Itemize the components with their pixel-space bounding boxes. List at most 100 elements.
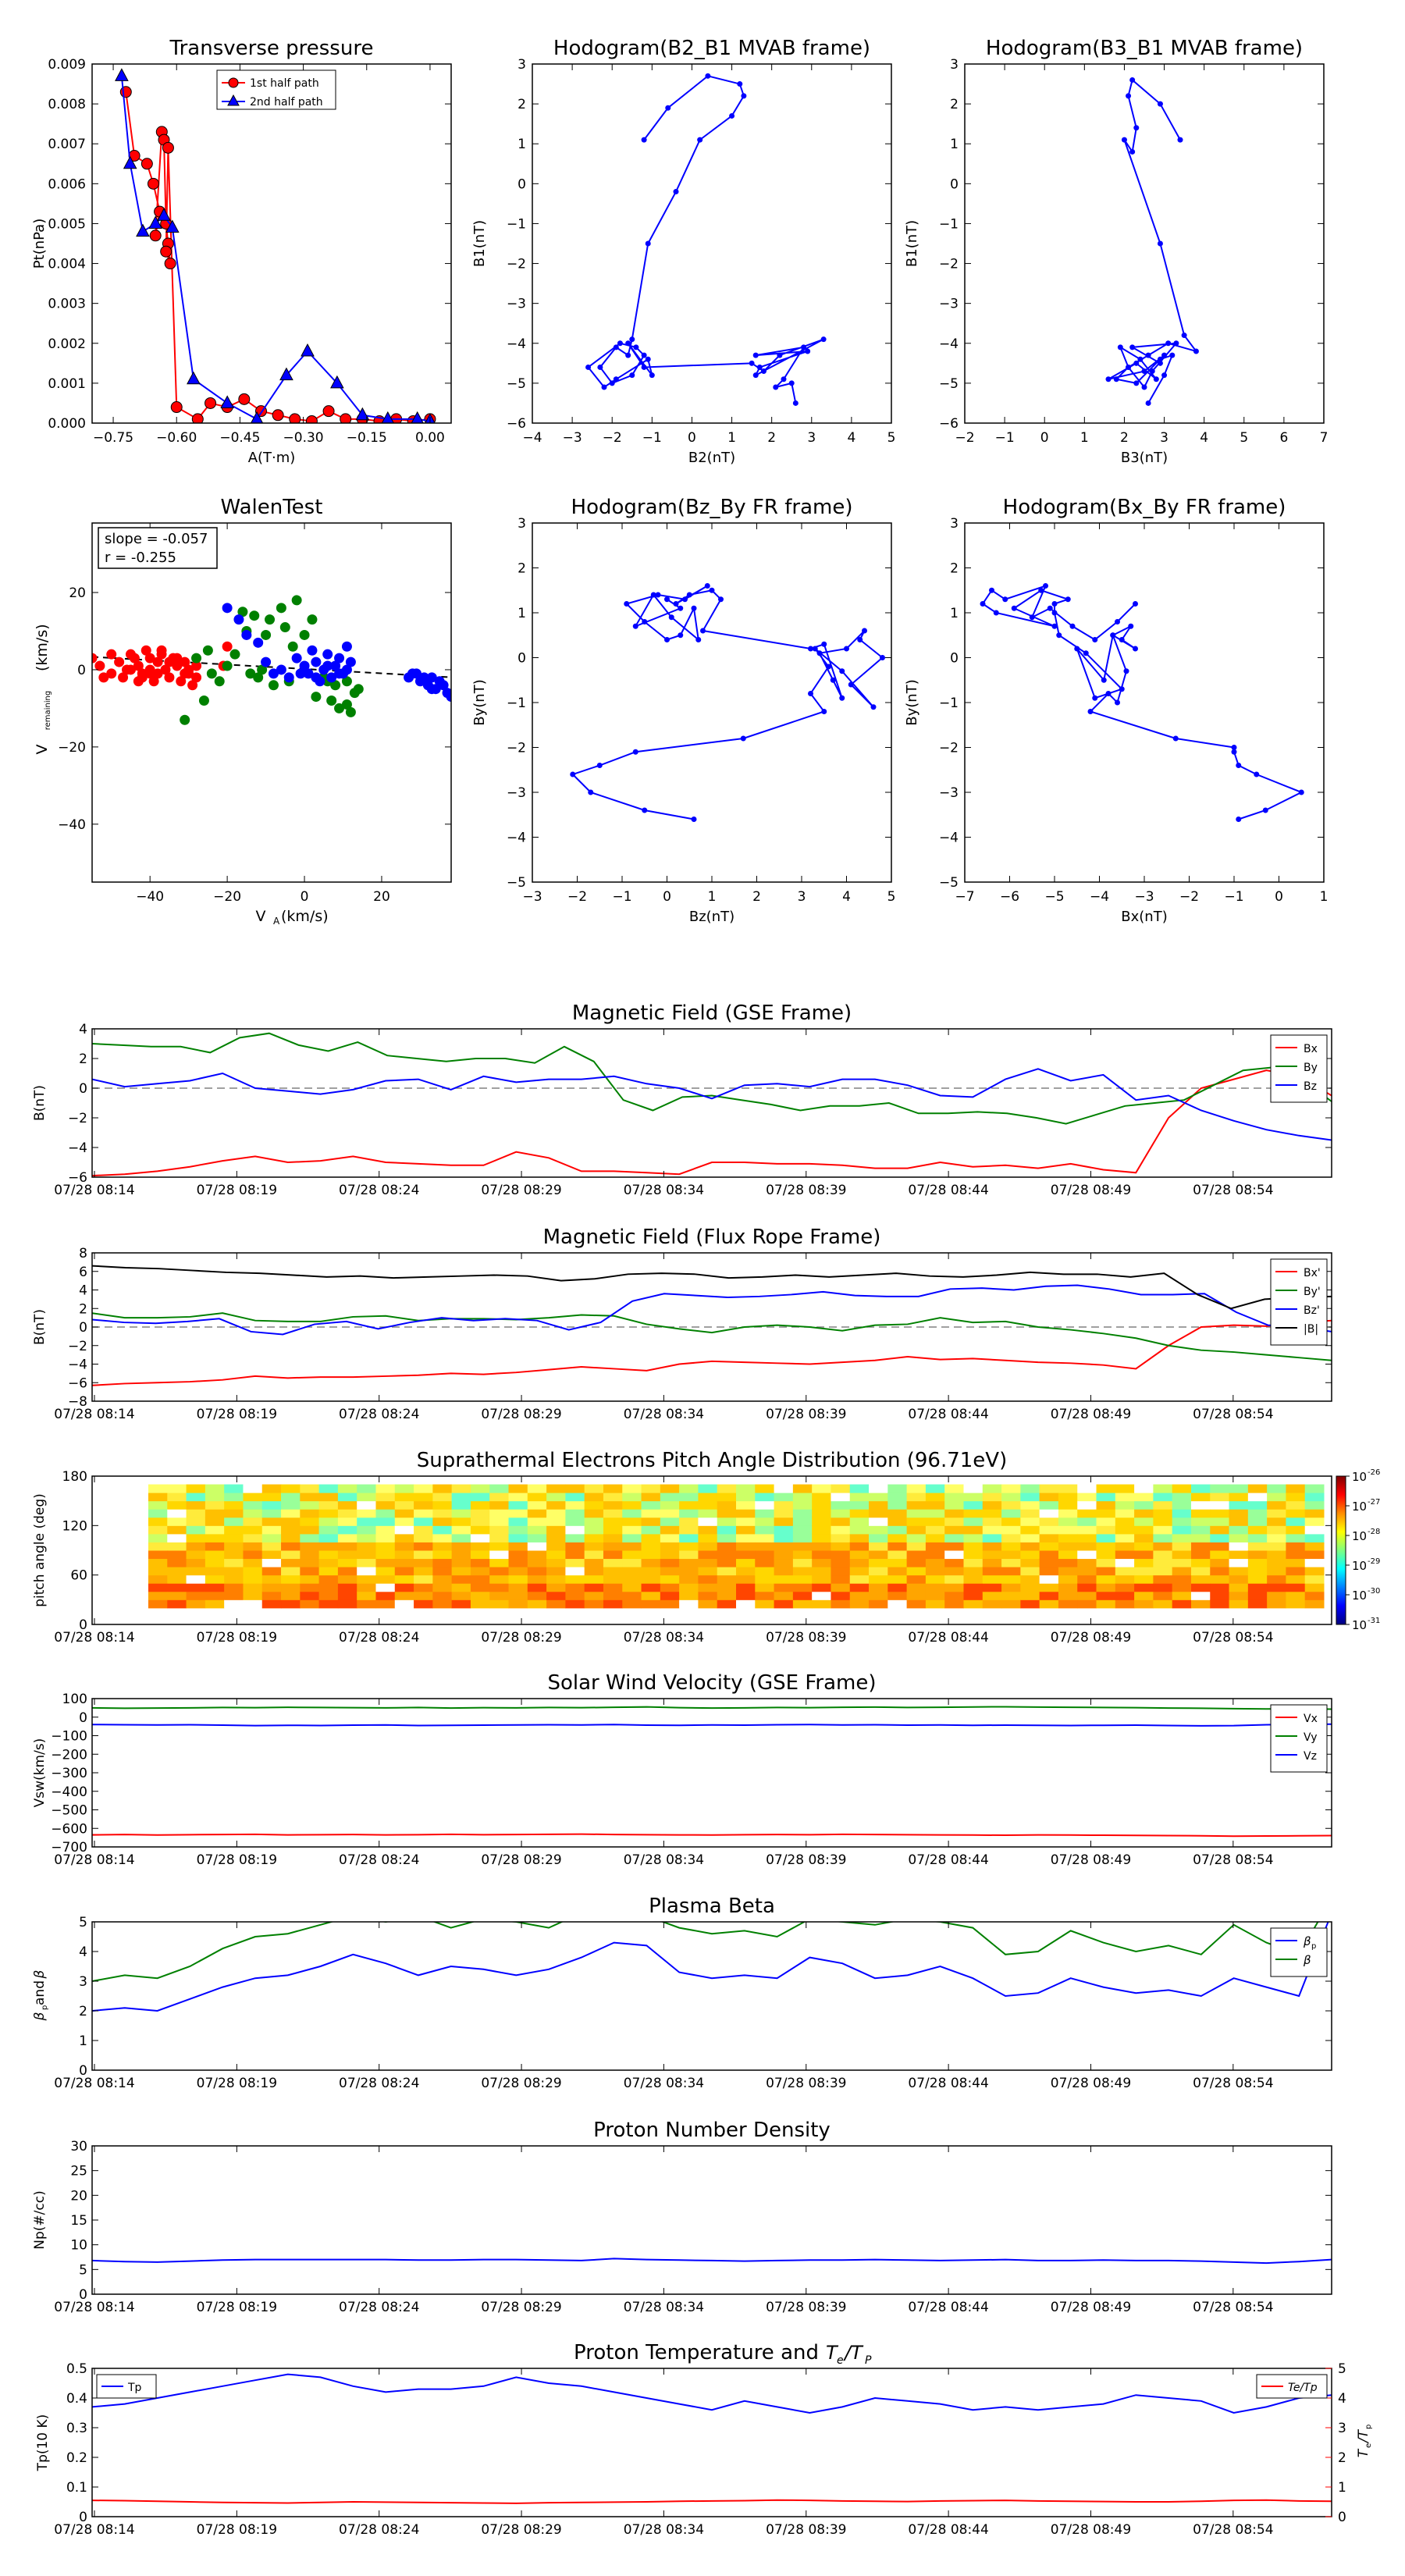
heatmap-cell (1115, 1558, 1135, 1567)
y-tick-label: 20 (69, 585, 86, 601)
x-tick-label: 4 (847, 430, 855, 446)
heatmap-cell (1267, 1591, 1286, 1600)
heatmap-cell (546, 1484, 566, 1493)
data-point (291, 653, 302, 664)
data-point (1105, 376, 1112, 382)
heatmap-cell (451, 1484, 471, 1493)
heatmap-cell (944, 1599, 964, 1609)
heatmap-cell (1153, 1533, 1173, 1542)
heatmap-cell (375, 1583, 396, 1592)
heatmap-cell (963, 1558, 984, 1567)
heatmap-cell (357, 1509, 376, 1518)
heatmap-cell (1115, 1509, 1135, 1518)
heatmap-cell (1267, 1542, 1286, 1551)
heatmap-cell (546, 1567, 566, 1576)
heatmap-cell (432, 1542, 453, 1551)
data-point (749, 360, 755, 366)
heatmap-cell (224, 1517, 244, 1526)
x-tick-label: 07/28 08:29 (481, 1630, 561, 1646)
heatmap-cell (831, 1484, 851, 1493)
x-tick-label: 07/28 08:29 (481, 1183, 561, 1198)
heatmap-cell (261, 1574, 282, 1584)
heatmap-cell (1115, 1542, 1135, 1551)
heatmap-cell (414, 1542, 433, 1551)
heatmap-cell (1134, 1567, 1154, 1576)
heatmap-cell (357, 1558, 376, 1567)
heatmap-cell (603, 1493, 623, 1502)
heatmap-cell (318, 1493, 339, 1502)
y-tick-label: 2 (518, 97, 526, 112)
heatmap-cell (774, 1599, 794, 1609)
y-tick-label: 3 (950, 57, 959, 73)
heatmap-cell (375, 1567, 396, 1576)
x-tick-label: 07/28 08:39 (766, 1183, 846, 1198)
heatmap-cell (849, 1500, 870, 1510)
heatmap-cell (679, 1500, 699, 1510)
heatmap-cell (1039, 1493, 1059, 1502)
x-tick-label: 07/28 08:24 (339, 1852, 419, 1868)
heatmap-cell (508, 1484, 528, 1493)
y-tick-label: 0.001 (48, 376, 86, 392)
data-point (673, 601, 679, 607)
data-point (164, 672, 175, 683)
heatmap-cell (622, 1525, 642, 1535)
heatmap-cell (1134, 1542, 1154, 1551)
data-point (311, 656, 322, 667)
heatmap-cell (300, 1517, 320, 1526)
heatmap-cell (603, 1558, 623, 1567)
panel-mf_fr: Magnetic Field (Flux Rope Frame)−8−6−4−2… (32, 1226, 1332, 1422)
data-point (106, 649, 117, 660)
heatmap-cell (925, 1550, 945, 1560)
heatmap-cell (1286, 1517, 1306, 1526)
heatmap-cell (337, 1599, 357, 1609)
y-tick-label: −5 (939, 376, 959, 392)
heatmap-cell (318, 1542, 339, 1551)
data-point (1074, 646, 1080, 652)
heatmap-cell (546, 1542, 566, 1551)
heatmap-cell (755, 1533, 775, 1542)
heatmap-cell (1172, 1500, 1192, 1510)
data-point (752, 352, 759, 358)
y-axis-subscript: remaining (44, 691, 52, 731)
heatmap-cell (792, 1493, 813, 1502)
heatmap-cell (849, 1542, 870, 1551)
heatmap-cell (812, 1509, 831, 1518)
y2-tick-label: 4 (1338, 2391, 1346, 2407)
heatmap-cell (774, 1509, 794, 1518)
heatmap-cell (869, 1583, 888, 1592)
x-tick-label: 07/28 08:34 (624, 1630, 704, 1646)
heatmap-cell (224, 1574, 244, 1584)
heatmap-cell (925, 1599, 945, 1609)
plot-area (92, 1265, 1332, 1386)
heatmap-cell (375, 1533, 396, 1542)
heatmap-cell (1001, 1599, 1021, 1609)
data-point (664, 637, 670, 642)
heatmap-cell (1304, 1558, 1325, 1567)
heatmap-cell (774, 1542, 794, 1551)
data-point (1043, 583, 1048, 589)
data-point (407, 668, 418, 679)
heatmap-cell (1077, 1542, 1097, 1551)
heatmap-cell (1286, 1599, 1306, 1609)
heatmap-cell (470, 1484, 490, 1493)
heatmap-cell (584, 1583, 604, 1592)
data-point (123, 155, 137, 169)
heatmap-cell (755, 1591, 775, 1600)
y-tick-label: 1 (518, 606, 526, 621)
heatmap-cell (205, 1591, 225, 1600)
heatmap-cell (1210, 1599, 1230, 1609)
heatmap-cell (1247, 1599, 1268, 1609)
heatmap-cell (1077, 1558, 1097, 1567)
heatmap-cell (261, 1484, 282, 1493)
heatmap-cell (337, 1542, 357, 1551)
heatmap-cell (963, 1517, 984, 1526)
x-tick-label: −0.45 (219, 430, 260, 446)
heatmap-cell (849, 1550, 870, 1560)
heatmap-cell (224, 1599, 244, 1609)
data-point (613, 376, 619, 382)
x-tick-label: 07/28 08:14 (54, 1852, 134, 1868)
heatmap-cell (792, 1533, 813, 1542)
legend-box (1270, 1704, 1328, 1773)
x-tick-label: −2 (603, 430, 622, 446)
legend-box (1270, 1927, 1328, 1977)
